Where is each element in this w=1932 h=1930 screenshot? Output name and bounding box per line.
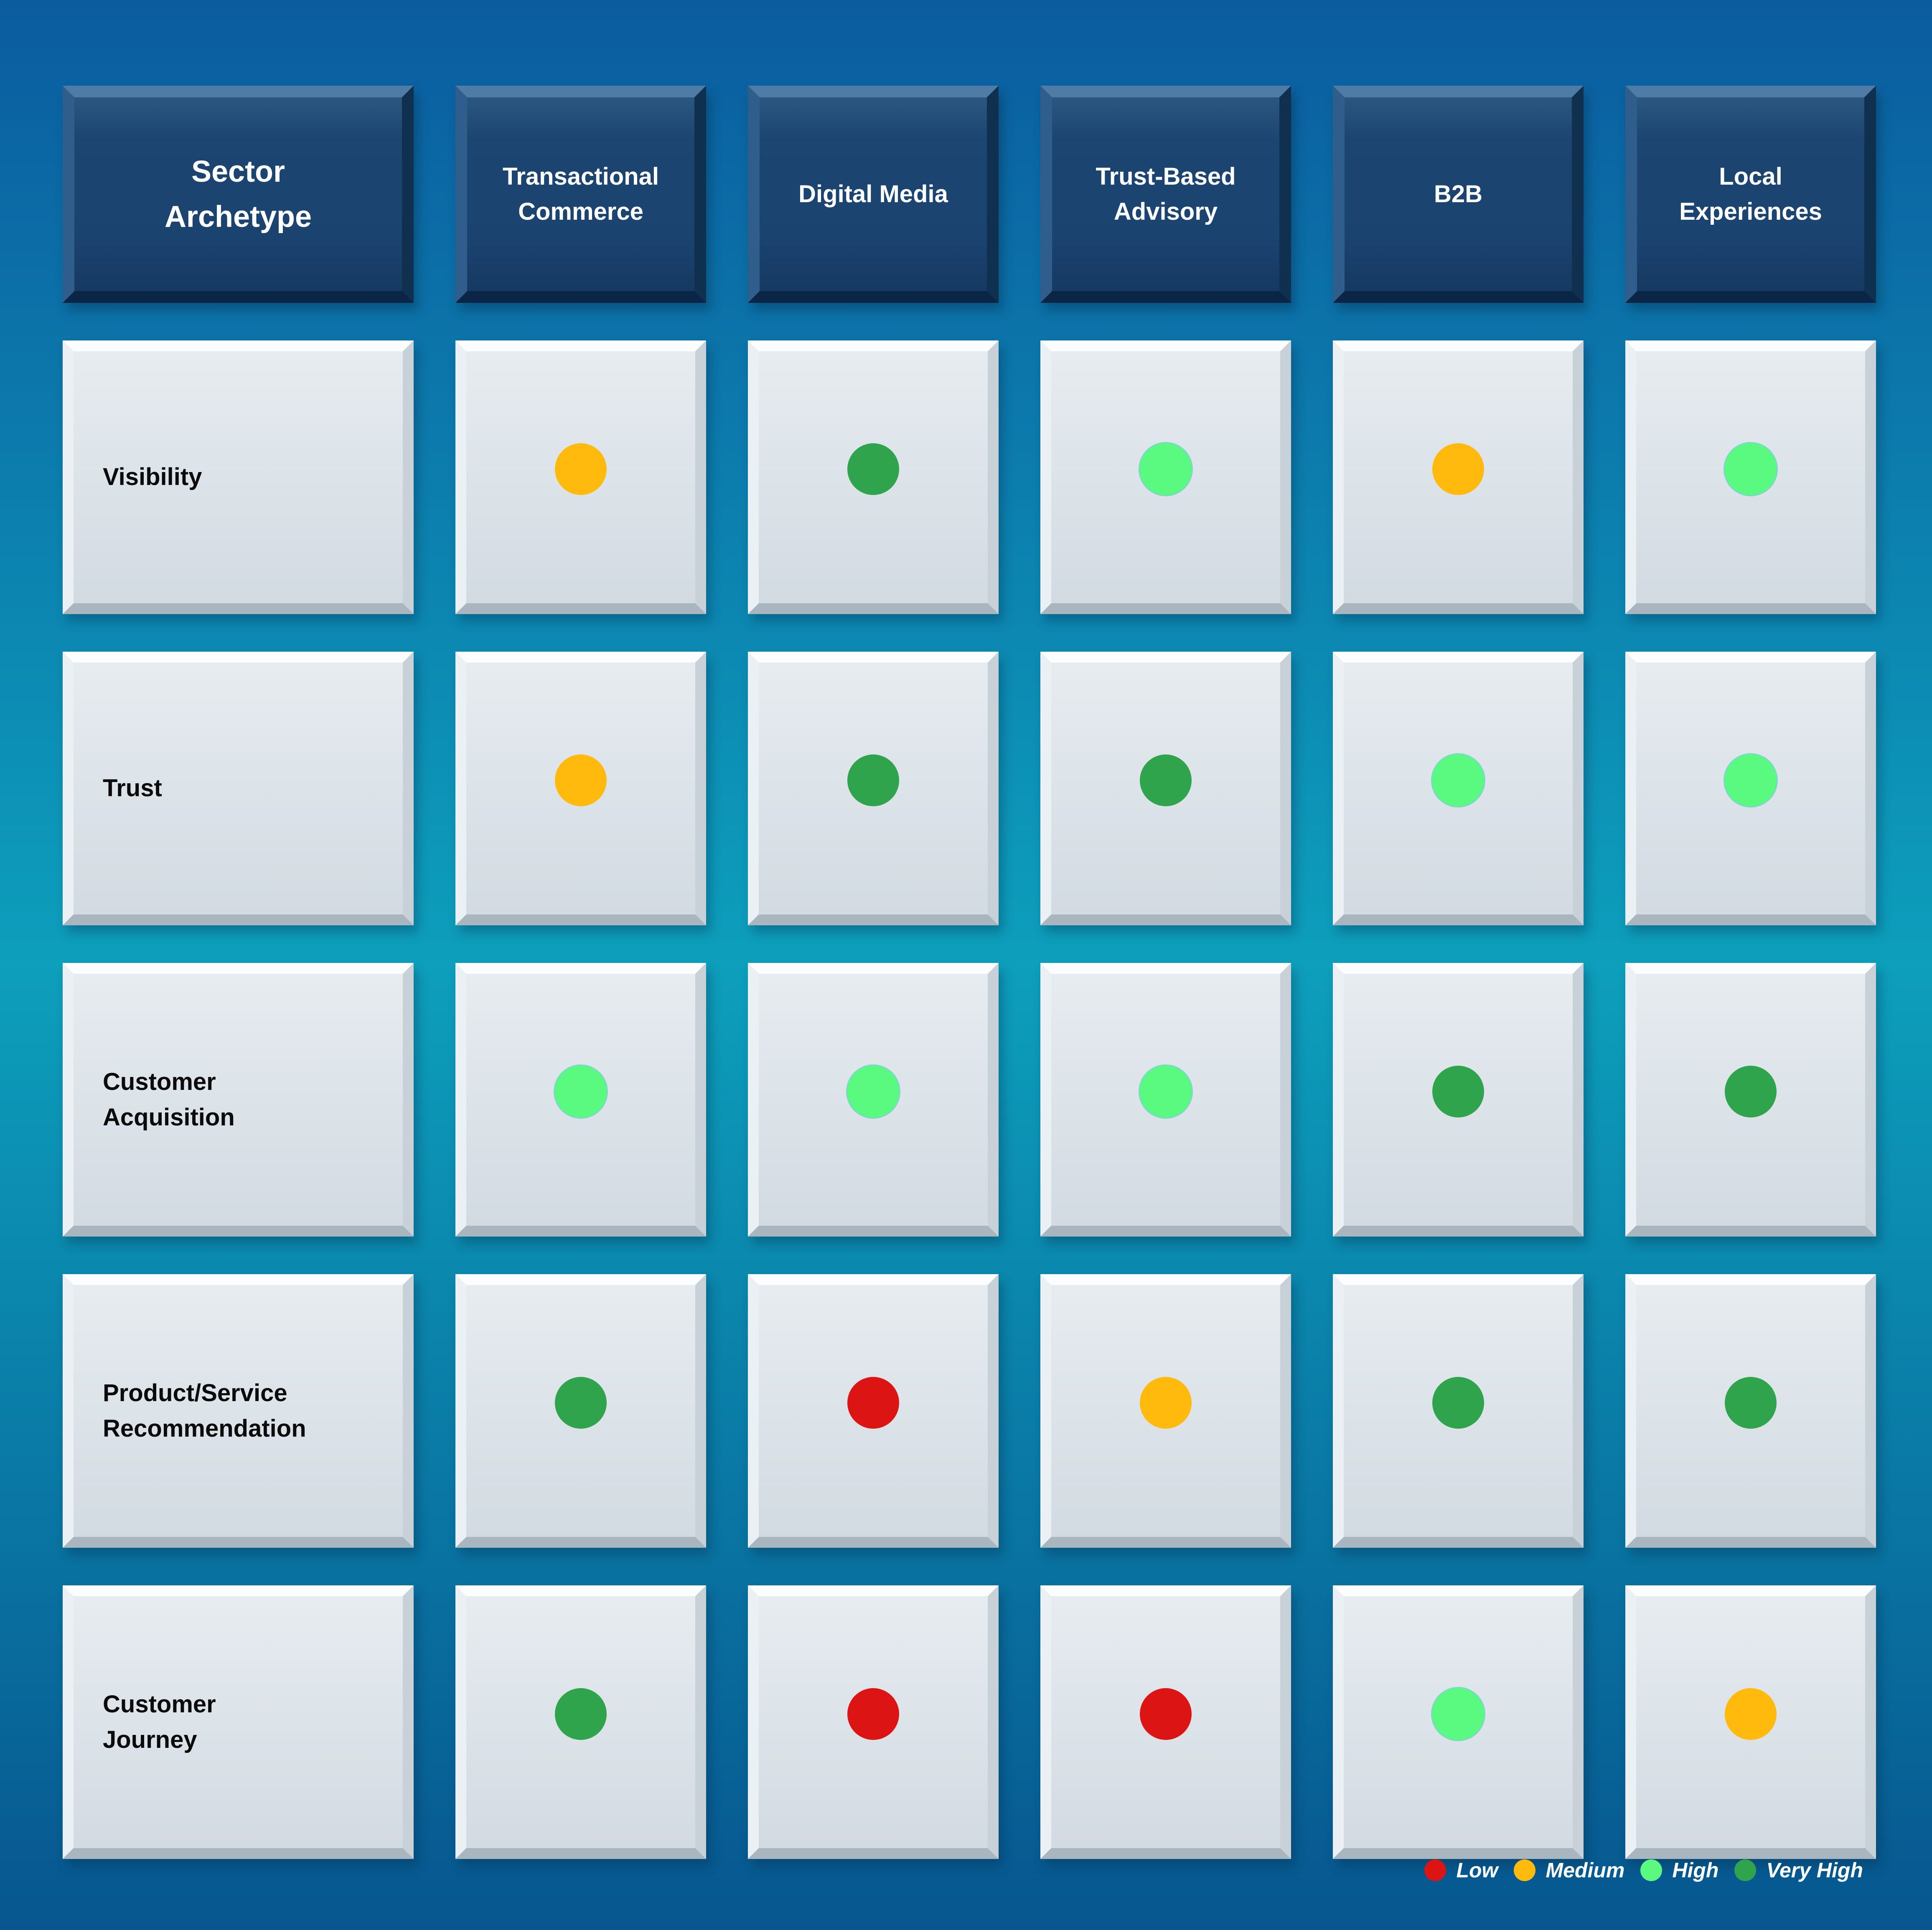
rating-dot-medium [1725,1688,1777,1740]
rating-dot-very_high [847,443,899,495]
cell-trust-b2b [1333,652,1584,925]
cell-product-service-recommendation-digital-media [748,1274,999,1548]
column-header-label: B2B [1434,180,1483,208]
cell-visibility-digital-media [748,340,999,614]
rating-dot-high [555,1065,607,1117]
legend-dot-very_high [1734,1859,1757,1881]
cell-visibility-transactional-commerce [455,340,706,614]
rating-dot-high [847,1065,899,1117]
cell-customer-journey-digital-media [748,1585,999,1859]
rating-dot-very_high [1725,1376,1777,1429]
cell-visibility-local-experiences [1625,340,1876,614]
cell-trust-transactional-commerce [455,652,706,925]
rating-dot-very_high [1432,1376,1484,1429]
row-header-customer-acquisition: Customer Acquisition [63,963,414,1237]
rating-dot-high [1725,754,1777,806]
legend-label: High [1672,1859,1719,1882]
rating-dot-low [847,1376,899,1429]
legend-dot-high [1640,1859,1663,1881]
cell-customer-acquisition-trust-based-advisory [1040,963,1291,1237]
legend: Low Medium High Very High [1424,1858,1863,1882]
row-header-trust: Trust [63,652,414,925]
rating-dot-medium [555,754,607,806]
column-header-transactional-commerce: Transactional Commerce [455,86,706,303]
legend-label: Medium [1546,1859,1625,1882]
rating-dot-very_high [555,1688,607,1740]
rating-dot-high [1140,443,1192,495]
cell-customer-acquisition-transactional-commerce [455,963,706,1237]
row-header-label: Customer Journey [103,1691,216,1753]
cell-customer-journey-local-experiences [1625,1585,1876,1859]
rating-dot-very_high [555,1376,607,1429]
row-header-visibility: Visibility [63,340,414,614]
cell-customer-acquisition-local-experiences [1625,963,1876,1237]
cell-product-service-recommendation-trust-based-advisory [1040,1274,1291,1548]
rating-dot-low [1140,1688,1192,1740]
legend-label: Low [1456,1859,1498,1882]
column-header-label: Transactional Commerce [503,163,659,225]
cell-product-service-recommendation-local-experiences [1625,1274,1876,1548]
legend-label: Very High [1766,1859,1863,1882]
cell-customer-journey-b2b [1333,1585,1584,1859]
legend-dot-low [1424,1859,1446,1881]
row-header-label: Customer Acquisition [103,1068,235,1131]
column-header-label: Digital Media [798,180,948,208]
cell-product-service-recommendation-b2b [1333,1274,1584,1548]
row-header-label: Visibility [103,463,202,491]
rating-dot-very_high [1140,754,1192,806]
legend-dot-medium [1514,1859,1536,1881]
corner-header-cell: Sector Archetype [63,86,414,303]
cell-customer-journey-trust-based-advisory [1040,1585,1291,1859]
rating-dot-medium [1432,443,1484,495]
rating-dot-low [847,1688,899,1740]
column-header-label: Trust-Based Advisory [1096,163,1236,225]
rating-dot-very_high [1725,1065,1777,1117]
cell-trust-digital-media [748,652,999,925]
column-header-digital-media: Digital Media [748,86,999,303]
rating-dot-high [1140,1065,1192,1117]
legend-item-medium: Medium [1514,1858,1624,1882]
cell-visibility-b2b [1333,340,1584,614]
cell-trust-trust-based-advisory [1040,652,1291,925]
rating-dot-very_high [1432,1065,1484,1117]
row-header-customer-journey: Customer Journey [63,1585,414,1859]
sector-archetype-matrix: Sector Archetype Transactional Commerce D… [63,86,1876,1859]
cell-customer-journey-transactional-commerce [455,1585,706,1859]
rating-dot-very_high [847,754,899,806]
rating-dot-medium [555,443,607,495]
column-header-local-experiences: Local Experiences [1625,86,1876,303]
rating-dot-high [1725,443,1777,495]
row-header-label: Product/Service Recommendation [103,1379,306,1442]
cell-visibility-trust-based-advisory [1040,340,1291,614]
rating-dot-medium [1140,1376,1192,1429]
legend-item-low: Low [1424,1858,1498,1882]
row-header-label: Trust [103,775,162,802]
cell-customer-acquisition-b2b [1333,963,1584,1237]
column-header-label: Local Experiences [1679,163,1822,225]
row-header-product-service-recommendation: Product/Service Recommendation [63,1274,414,1548]
cell-customer-acquisition-digital-media [748,963,999,1237]
column-header-b2b: B2B [1333,86,1584,303]
cell-product-service-recommendation-transactional-commerce [455,1274,706,1548]
rating-dot-high [1432,1688,1484,1740]
rating-dot-high [1432,754,1484,806]
column-header-trust-based-advisory: Trust-Based Advisory [1040,86,1291,303]
corner-header-label: Sector Archetype [164,155,312,234]
legend-item-high: High [1640,1858,1718,1882]
cell-trust-local-experiences [1625,652,1876,925]
legend-item-very-high: Very High [1734,1858,1863,1882]
